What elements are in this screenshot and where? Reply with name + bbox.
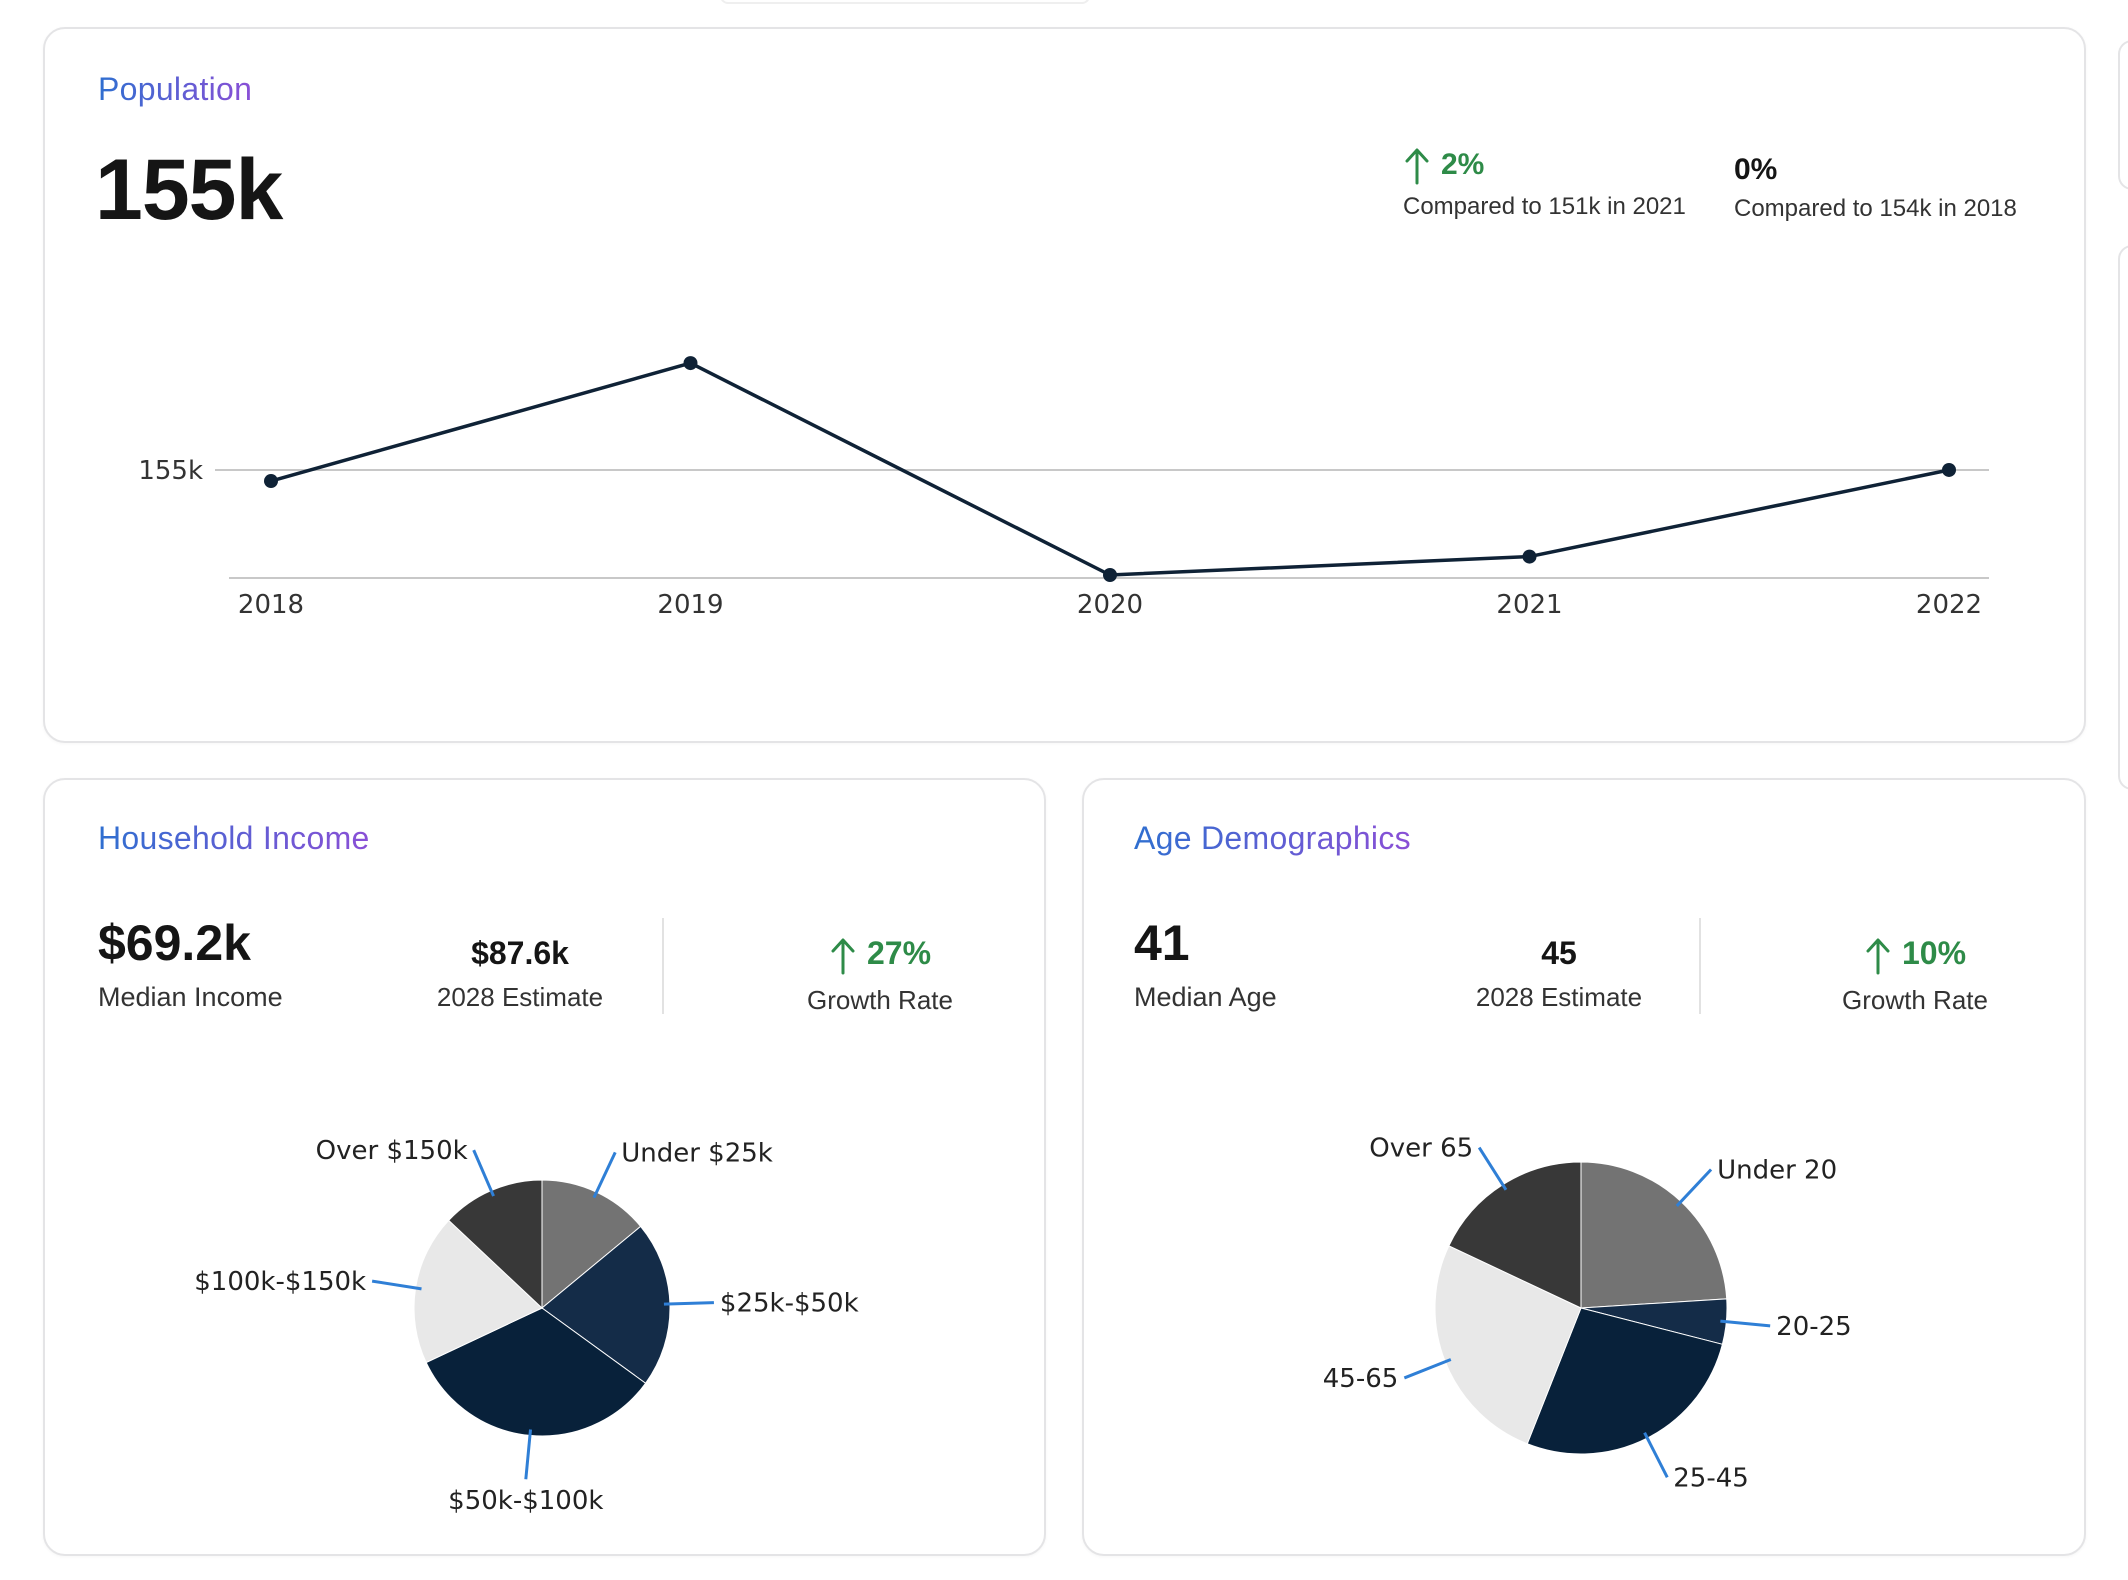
income-pie-chart: Under $25k $25k-$50k $50k-$100k $100k-$150k…: [194, 1136, 859, 1516]
compare-base-text: Compared to 154k in 2018: [1734, 195, 2017, 222]
slice-label: $25k-$50k: [720, 1289, 859, 1319]
data-point: [683, 356, 698, 371]
card-title: Age Demographics: [1134, 820, 1411, 856]
slice-leader-line: [371, 1279, 422, 1291]
population-card: Population 155k 2% Compared to 151k in 2…: [43, 27, 2086, 743]
adjacent-card-edge: [2118, 245, 2128, 790]
income-growth-label: Growth Rate: [807, 984, 953, 1015]
data-point: [1942, 462, 1956, 477]
age-estimate-label: 2028 Estimate: [1475, 982, 1643, 1012]
age-growth: 10% Growth Rate: [1760, 934, 2070, 1016]
median-age-label: Median Age: [1134, 982, 1277, 1012]
compare-previous-year: 2% Compared to 151k in 2021: [1403, 147, 1686, 221]
population-value: 155k: [95, 142, 283, 238]
income-estimate-label: 2028 Estimate: [436, 982, 604, 1012]
income-growth-value: 27%: [866, 935, 932, 971]
income-estimate: $87.6k 2028 Estimate: [355, 934, 685, 1013]
arrow-up-icon: [1866, 938, 1890, 975]
slice-label: 25-45: [1673, 1463, 1749, 1493]
card-title: Population: [98, 71, 253, 107]
age-growth-value: 10%: [1901, 935, 1967, 971]
data-point: [264, 474, 278, 489]
median-age: 41 Median Age: [1134, 916, 1277, 1013]
arrow-up-icon: [1405, 148, 1429, 185]
age-estimate-value: 45: [1541, 935, 1577, 971]
slice-leader-line: [1643, 1432, 1669, 1478]
compare-previous-text: Compared to 151k in 2021: [1403, 193, 1686, 220]
slice-label: $50k-$100k: [448, 1486, 603, 1516]
income-estimate-value: $87.6k: [471, 935, 569, 971]
slice-leader-line: [592, 1151, 617, 1199]
slice-leader-line: [472, 1149, 495, 1197]
x-tick-label: 2021: [1496, 590, 1562, 620]
slice-leader-line: [1477, 1146, 1508, 1191]
slice-label: Over 65: [1369, 1134, 1473, 1164]
median-income-value: $69.2k: [98, 915, 251, 971]
slice-label: Under 20: [1717, 1155, 1837, 1185]
divider: [1699, 918, 1701, 1014]
pie-slice: [1580, 1161, 1728, 1309]
slice-label: Under $25k: [621, 1138, 773, 1168]
median-age-value: 41: [1134, 915, 1190, 971]
slice-leader-line: [524, 1429, 533, 1480]
household-income-card: Household Income $69.2k Median Income $8…: [43, 778, 1046, 1556]
slice-leader-line: [1403, 1358, 1452, 1380]
income-growth: 27% Growth Rate: [725, 934, 1035, 1016]
slice-leader-line: [1675, 1168, 1713, 1207]
slice-label: 45-65: [1323, 1364, 1399, 1394]
slice-label: Over $150k: [316, 1136, 468, 1166]
population-line-chart: 155k 2018 2019 2020 2021 2022: [138, 356, 1989, 620]
compare-base-year: 0% Compared to 154k in 2018: [1734, 153, 2017, 223]
card-title: Household Income: [98, 820, 370, 856]
divider: [662, 918, 664, 1014]
adjacent-card-edge: [2118, 40, 2128, 190]
compare-previous-pct: 2%: [1441, 147, 1485, 181]
median-income-label: Median Income: [98, 982, 283, 1012]
x-tick-label: 2019: [657, 590, 723, 620]
x-tick-label: 2022: [1916, 590, 1982, 620]
arrow-up-icon: [831, 938, 855, 975]
slice-leader-line: [663, 1301, 714, 1306]
slice-label: $100k-$150k: [194, 1267, 366, 1297]
median-income: $69.2k Median Income: [98, 916, 283, 1013]
age-estimate: 45 2028 Estimate: [1404, 934, 1714, 1013]
reference-label: 155k: [138, 456, 203, 486]
top-tab-edge: [720, 0, 1090, 4]
slice-label: 20-25: [1776, 1312, 1852, 1342]
slice-leader-line: [1720, 1319, 1771, 1328]
data-point: [1103, 568, 1117, 582]
data-point: [1522, 549, 1537, 564]
age-growth-label: Growth Rate: [1842, 984, 1988, 1015]
compare-base-pct: 0%: [1734, 153, 1778, 186]
age-demographics-card: Age Demographics 41 Median Age 45 2028 E…: [1082, 778, 2086, 1556]
x-tick-label: 2018: [238, 590, 304, 620]
x-tick-label: 2020: [1077, 590, 1143, 620]
age-pie-chart: Under 20 20-25 25-45 45-65 Over 65: [1323, 1134, 1852, 1494]
